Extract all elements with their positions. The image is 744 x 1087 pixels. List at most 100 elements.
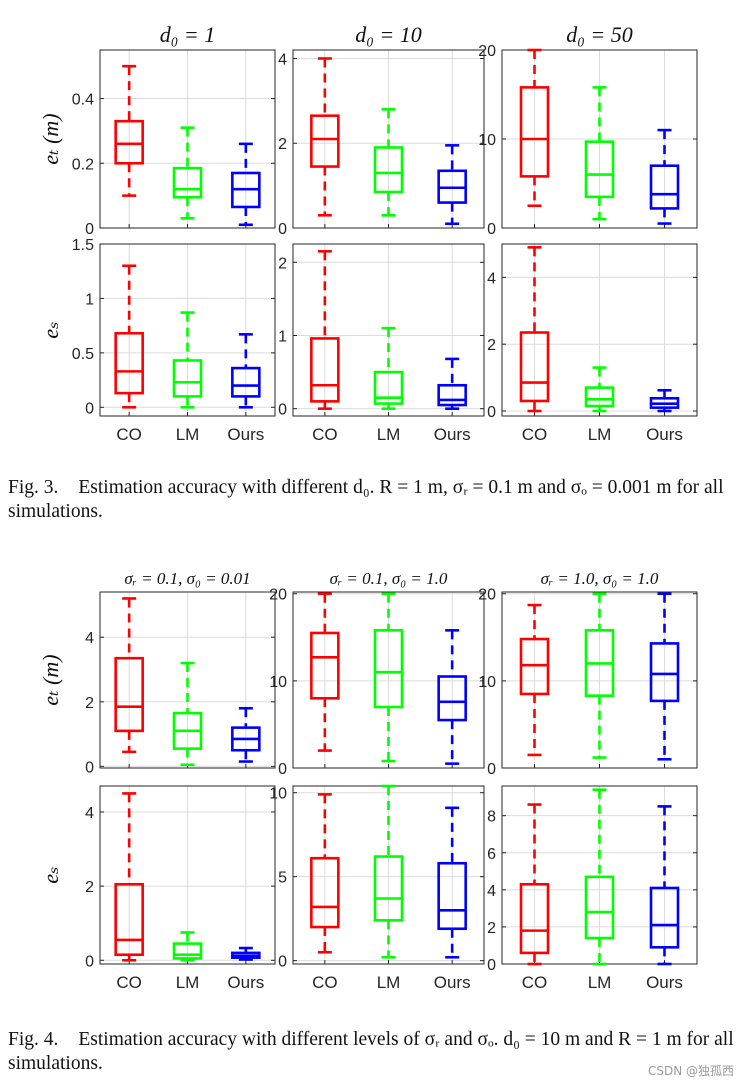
fig4-et-c2-co-box bbox=[310, 631, 340, 700]
fig3-es-c2-lm-box bbox=[373, 370, 404, 405]
fig4-et-c1-ytick-label-2: 4 bbox=[85, 630, 94, 647]
fig4-es-c3-xtick-label-co: CO bbox=[522, 973, 548, 992]
fig3-es-c3-xtick-label-co: CO bbox=[522, 425, 548, 444]
fig3-es-c2-ytick-label-1: 1 bbox=[278, 328, 287, 345]
fig3-es-c1-xtick-label-co: CO bbox=[116, 425, 142, 444]
fig3-es-c3-ytick-label-1: 2 bbox=[487, 337, 496, 354]
fig3-es-c1-ytick-label-0: 0 bbox=[85, 400, 94, 417]
figure-4-caption: Fig. 4. Estimation accuracy with differen… bbox=[8, 1028, 736, 1076]
fig4-et-c3-title: σᵣ = 1.0, σ₀ = 1.0 bbox=[541, 569, 659, 588]
fig4-es-c1-co-box bbox=[114, 882, 144, 957]
fig4-es-c2-xtick-label-co: CO bbox=[312, 973, 338, 992]
fig3-es-c3-xtick-label-ours: Ours bbox=[646, 425, 683, 444]
fig3-et-c3-ours-box bbox=[649, 164, 680, 210]
fig4-et-c1-title: σᵣ = 0.1, σ₀ = 0.01 bbox=[124, 569, 250, 588]
fig4-es-c2-ytick-label-0: 0 bbox=[278, 954, 287, 971]
fig4-es-c3-ytick-label-3: 6 bbox=[487, 846, 496, 863]
fig3-es-c1-xtick-label-lm: LM bbox=[176, 425, 200, 444]
fig4-es-c3-co-box bbox=[519, 882, 550, 955]
fig4-es-c2-co-box bbox=[310, 856, 340, 929]
fig3-es-c1-ytick-label-2: 1 bbox=[85, 291, 94, 308]
fig3-es-c2-ytick-label-2: 2 bbox=[278, 255, 287, 272]
fig4-es-c2-ytick-label-1: 5 bbox=[278, 870, 287, 887]
fig3-es-c2-ours-box bbox=[437, 383, 467, 407]
fig4-es-c1-ylabel: eₛ bbox=[38, 866, 63, 883]
fig4-es-c3-ytick-label-0: 0 bbox=[487, 957, 496, 974]
fig4-es-c2-ours-box bbox=[437, 861, 467, 931]
fig4-es-c2-ytick-label-2: 10 bbox=[269, 786, 287, 803]
fig3-et-c3-ytick-label-0: 0 bbox=[487, 221, 496, 238]
fig4-es-c3-lm-box bbox=[584, 875, 615, 940]
fig3-es-c2-xtick-label-lm: LM bbox=[377, 425, 401, 444]
fig3-et-c2-ytick-label-2: 4 bbox=[278, 51, 287, 68]
fig3-es-c1-lm-box bbox=[172, 359, 203, 398]
fig3-es-c2-xtick-label-ours: Ours bbox=[434, 425, 471, 444]
fig3-et-c3-ytick-label-1: 10 bbox=[478, 132, 496, 149]
fig4-es-c3-xtick-label-lm: LM bbox=[588, 973, 612, 992]
fig3-es-c3-xtick-label-lm: LM bbox=[588, 425, 612, 444]
fig4-es-c1-ytick-label-0: 0 bbox=[85, 953, 94, 970]
fig3-et-c1-ylabel: eₜ (m) bbox=[38, 113, 63, 164]
fig3-et-c3-ytick-label-2: 20 bbox=[478, 43, 496, 60]
fig4-es-c1-xtick-label-ours: Ours bbox=[227, 973, 264, 992]
fig4-et-c2-title: σᵣ = 0.1, σ₀ = 1.0 bbox=[330, 569, 448, 588]
fig4-et-c3-ours-box bbox=[649, 642, 680, 703]
fig3-es-c2-co-box bbox=[310, 337, 340, 403]
fig3-et-c2-co-box bbox=[310, 114, 340, 168]
fig3-es-c3-co-box bbox=[519, 331, 550, 403]
fig3-es-c1-ytick-label-1: 0.5 bbox=[72, 346, 94, 363]
fig4-et-c2-ytick-label-0: 0 bbox=[278, 761, 287, 778]
fig3-es-c3-lm-box bbox=[584, 386, 615, 408]
fig4-et-c2-lm-box bbox=[373, 629, 404, 709]
figure-4-caption-text: Estimation accuracy with different level… bbox=[8, 1029, 734, 1074]
fig4-es-c2-lm-box bbox=[373, 855, 404, 922]
fig3-et-c1-ytick-label-2: 0.4 bbox=[72, 92, 94, 109]
fig4-es-c1-ytick-label-2: 4 bbox=[85, 805, 94, 822]
fig3-et-c2-ytick-label-0: 0 bbox=[278, 221, 287, 238]
fig3-et-c1-lm-box bbox=[172, 166, 203, 199]
fig4-es-c3-xtick-label-ours: Ours bbox=[646, 973, 683, 992]
fig3-es-c3-ytick-label-0: 0 bbox=[487, 404, 496, 421]
fig4-es-c2-xtick-label-lm: LM bbox=[377, 973, 401, 992]
fig3-et-c1-co-box bbox=[114, 119, 144, 165]
fig3-es-c1-ytick-label-3: 1.5 bbox=[72, 237, 94, 254]
fig4-es-c3-ytick-label-1: 2 bbox=[487, 920, 496, 937]
figure-3-caption-text: Estimation accuracy with different d₀. R… bbox=[8, 477, 724, 522]
fig3-es-c3-ytick-label-2: 4 bbox=[487, 270, 496, 287]
fig3-et-c1-ytick-label-0: 0 bbox=[85, 221, 94, 238]
fig4-et-c2-ytick-label-1: 10 bbox=[269, 674, 287, 691]
fig4-et-c3-ytick-label-1: 10 bbox=[478, 674, 496, 691]
fig4-es-c3-ytick-label-2: 4 bbox=[487, 883, 496, 900]
fig4-et-c3-ytick-label-2: 20 bbox=[478, 587, 496, 604]
fig3-es-c1-co-box bbox=[114, 331, 144, 395]
fig3-es-c1-ours-box bbox=[231, 366, 261, 398]
fig4-es-c2-xtick-label-ours: Ours bbox=[434, 973, 471, 992]
figure-3-caption-label: Fig. 3. bbox=[8, 477, 59, 498]
fig4-es-c3-ytick-label-4: 8 bbox=[487, 809, 496, 826]
fig3-et-c2-title: d₀ = 10 bbox=[355, 22, 422, 47]
fig4-et-c2-ytick-label-2: 20 bbox=[269, 587, 287, 604]
fig4-et-c1-ytick-label-0: 0 bbox=[85, 759, 94, 776]
watermark: CSDN @独孤西 bbox=[647, 1064, 734, 1078]
fig3-et-c1-title: d₀ = 1 bbox=[160, 22, 216, 47]
fig3-et-c3-lm-box bbox=[584, 140, 615, 199]
fig3-es-c1-ylabel: eₛ bbox=[38, 321, 63, 338]
fig4-et-c2-ours-box bbox=[437, 675, 467, 722]
fig4-es-c1-xtick-label-lm: LM bbox=[176, 973, 200, 992]
fig4-es-c1-lm-box bbox=[172, 942, 203, 960]
fig4-et-c1-ytick-label-1: 2 bbox=[85, 695, 94, 712]
figure-3-caption: Fig. 3. Estimation accuracy with differen… bbox=[8, 476, 736, 524]
fig3-es-c2-ytick-label-0: 0 bbox=[278, 402, 287, 419]
fig3-es-c2-xtick-label-co: CO bbox=[312, 425, 338, 444]
fig4-es-c1-xtick-label-co: CO bbox=[116, 973, 142, 992]
fig3-es-c1-xtick-label-ours: Ours bbox=[227, 425, 264, 444]
fig4-es-c3-ours-box bbox=[649, 886, 680, 949]
fig3-et-c3-co-box bbox=[519, 86, 550, 178]
fig4-et-c1-co-box bbox=[114, 656, 144, 733]
fig3-et-c2-ytick-label-1: 2 bbox=[278, 136, 287, 153]
fig4-et-c3-co-box bbox=[519, 637, 550, 696]
fig3-et-c1-ytick-label-1: 0.2 bbox=[72, 156, 94, 173]
fig3-et-c3-title: d₀ = 50 bbox=[566, 22, 633, 47]
fig4-es-c1-ytick-label-1: 2 bbox=[85, 879, 94, 896]
